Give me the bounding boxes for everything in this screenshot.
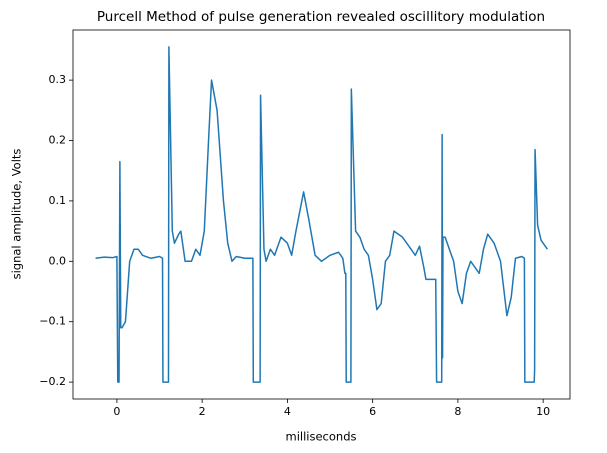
x-tick-label: 0 <box>113 405 120 418</box>
y-axis-label: signal amplitude, Volts <box>10 149 24 280</box>
x-tick-label: 8 <box>454 405 461 418</box>
x-tick-label: 6 <box>369 405 376 418</box>
x-axis-label: milliseconds <box>286 430 357 444</box>
x-tick-label: 2 <box>199 405 206 418</box>
x-tick-label: 10 <box>536 405 550 418</box>
y-tick-label: 0.2 <box>49 134 67 147</box>
plot-frame <box>72 29 571 400</box>
y-tick-label: 0.3 <box>49 73 67 86</box>
y-tick-label: 0.0 <box>49 254 67 267</box>
data-line <box>95 46 549 383</box>
y-tick-label: 0.1 <box>49 194 67 207</box>
x-tick-label: 4 <box>284 405 291 418</box>
chart-title: Purcell Method of pulse generation revea… <box>97 9 545 25</box>
y-tick-label: −0.2 <box>39 375 66 388</box>
y-tick-label: −0.1 <box>39 315 66 328</box>
